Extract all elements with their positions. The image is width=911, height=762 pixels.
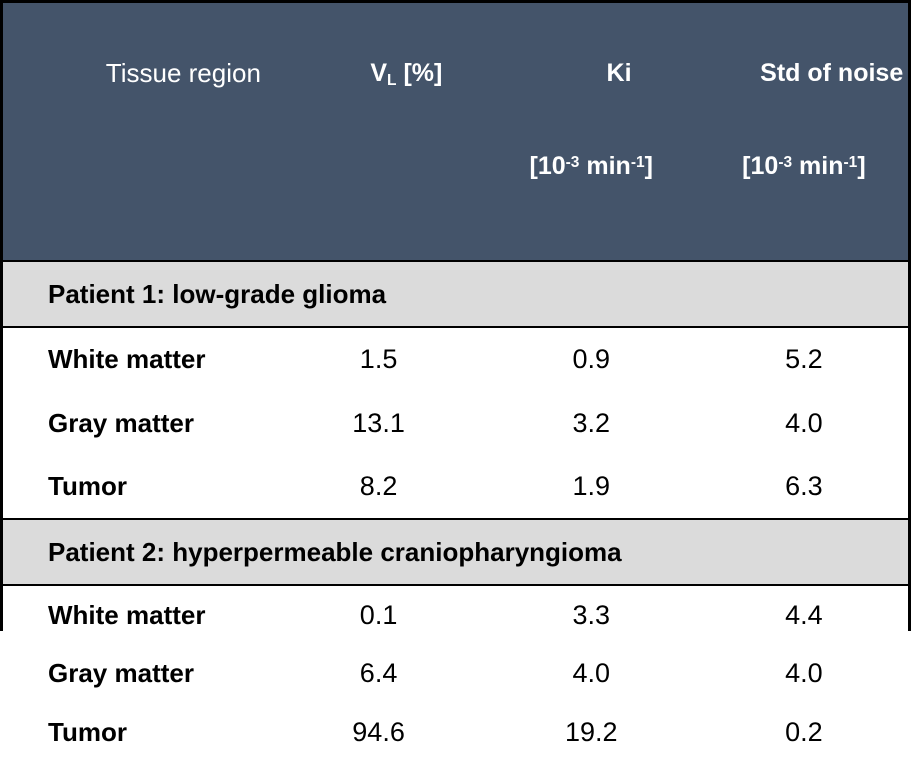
cell-ki: 19.2	[482, 703, 700, 762]
table-row: White matter 0.1 3.3 4.4	[3, 585, 908, 644]
cell-noise: 4.4	[699, 585, 908, 644]
cell-ki: 4.0	[482, 644, 700, 703]
cell-vl: 13.1	[274, 391, 483, 455]
cell-region: Tumor	[3, 703, 275, 762]
cell-ki: 3.2	[482, 391, 700, 455]
header-std-noise-unit: [10-3 min-1]	[742, 152, 866, 180]
header-ki-label: Ki	[606, 59, 632, 87]
cell-noise: 5.2	[699, 327, 908, 391]
cell-region: Gray matter	[3, 391, 275, 455]
cell-vl: 94.6	[274, 703, 483, 762]
cell-noise: 4.0	[699, 391, 908, 455]
section-row-patient-1: Patient 1: low-grade glioma	[3, 260, 908, 328]
cell-vl: 8.2	[274, 455, 483, 519]
table-header-row: Tissue region VL [%] Ki [10-3 min-1] Std…	[3, 3, 908, 261]
cell-region: White matter	[3, 327, 275, 391]
cell-vl: 1.5	[274, 327, 483, 391]
cell-noise: 0.2	[699, 703, 908, 762]
header-vl-label: VL [%]	[370, 59, 443, 89]
table-row: Gray matter 13.1 3.2 4.0	[3, 391, 908, 455]
header-vl: VL [%]	[274, 3, 483, 261]
section-label-patient-2: Patient 2: hyperpermeable craniopharyngi…	[3, 518, 908, 586]
header-ki-unit: [10-3 min-1]	[529, 152, 653, 180]
table-row: Tumor 8.2 1.9 6.3	[3, 455, 908, 519]
section-label-patient-1: Patient 1: low-grade glioma	[3, 260, 908, 328]
cell-region: Tumor	[3, 455, 275, 519]
cell-ki: 1.9	[482, 455, 700, 519]
cell-region: Gray matter	[3, 644, 275, 703]
section-row-patient-2: Patient 2: hyperpermeable craniopharyngi…	[3, 518, 908, 586]
cell-ki: 0.9	[482, 327, 700, 391]
header-tissue-region-label: Tissue region	[105, 58, 261, 88]
cell-ki: 3.3	[482, 585, 700, 644]
table-row: White matter 1.5 0.9 5.2	[3, 327, 908, 391]
header-tissue-region: Tissue region	[3, 3, 275, 261]
header-std-noise-label: Std of noise	[760, 59, 904, 87]
cell-noise: 6.3	[699, 455, 908, 519]
table-row: Tumor 94.6 19.2 0.2	[3, 703, 908, 762]
cell-noise: 4.0	[699, 644, 908, 703]
cell-vl: 6.4	[274, 644, 483, 703]
cell-vl: 0.1	[274, 585, 483, 644]
header-ki: Ki [10-3 min-1]	[482, 3, 700, 261]
cell-region: White matter	[3, 585, 275, 644]
table-row: Gray matter 6.4 4.0 4.0	[3, 644, 908, 703]
results-table: Tissue region VL [%] Ki [10-3 min-1] Std…	[3, 3, 908, 762]
header-std-noise: Std of noise [10-3 min-1]	[699, 3, 908, 261]
